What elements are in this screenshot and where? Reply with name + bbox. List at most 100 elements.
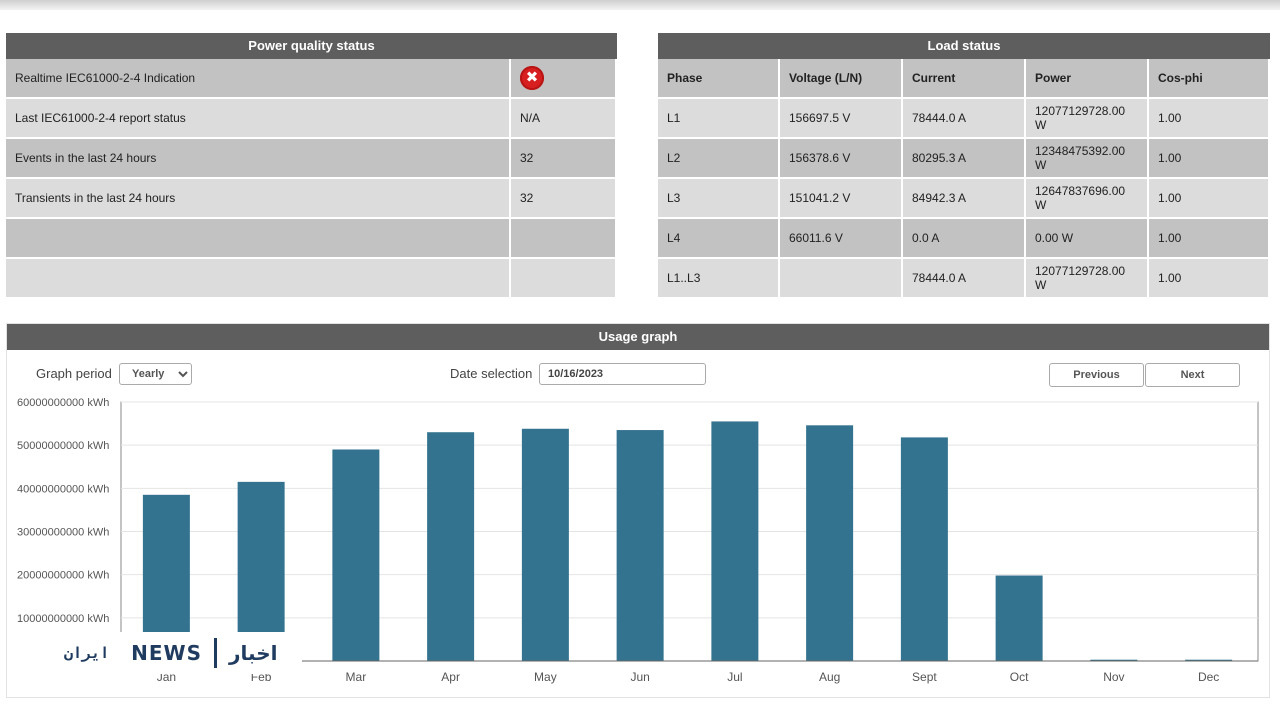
bar [711, 421, 759, 661]
pq-label: Transients in the last 24 hours [6, 179, 511, 219]
load-status-title: Load status [658, 33, 1270, 59]
error-x-icon: ✖ [520, 66, 544, 90]
cell-current: 78444.0 A [903, 99, 1026, 139]
pq-value: ✖ [511, 59, 617, 99]
bar [521, 428, 569, 661]
graph-period-label: Graph period [36, 366, 112, 381]
bar [806, 425, 854, 661]
cell-voltage: 66011.6 V [780, 219, 903, 259]
bar [427, 432, 475, 661]
x-tick-label: Jul [727, 670, 742, 684]
previous-button[interactable]: Previous [1049, 363, 1144, 387]
bar [995, 575, 1043, 661]
pq-label: Realtime IEC61000-2-4 Indication [6, 59, 511, 99]
y-tick-label: 40000000000 kWh [17, 483, 109, 495]
cell-cosphi: 1.00 [1149, 99, 1270, 139]
pq-label [6, 219, 511, 259]
y-tick-label: 30000000000 kWh [17, 527, 109, 539]
table-row: Transients in the last 24 hours 32 [6, 179, 617, 219]
usage-bar-chart: 60000000000 kWh 50000000000 kWh 4000000000… [17, 397, 1259, 684]
x-tick-label: Aug [819, 670, 840, 684]
x-tick-label: Dec [1198, 670, 1219, 684]
x-tick-label: May [534, 670, 557, 684]
table-row: L2 156378.6 V 80295.3 A 12348475392.00 W… [658, 139, 1270, 179]
table-row: L1..L3 78444.0 A 12077129728.00 W 1.00 [658, 259, 1270, 299]
power-quality-table: Realtime IEC61000-2-4 Indication ✖ Last … [6, 59, 617, 299]
col-header-current: Current [903, 59, 1026, 99]
pq-value [511, 259, 617, 299]
cell-current: 78444.0 A [903, 259, 1026, 299]
y-tick-label: 60000000000 kWh [17, 397, 109, 409]
pq-label [6, 259, 511, 299]
x-tick-label: Sept [912, 670, 937, 684]
col-header-power: Power [1026, 59, 1149, 99]
y-tick-label: 20000000000 kWh [17, 570, 109, 582]
date-selection-label: Date selection [450, 366, 533, 381]
bar [332, 449, 380, 661]
table-row: L3 151041.2 V 84942.3 A 12647837696.00 W… [658, 179, 1270, 219]
date-selection-input[interactable] [539, 363, 706, 385]
top-shadow-bar [0, 0, 1280, 10]
cell-voltage: 156378.6 V [780, 139, 903, 179]
watermark-news-text: NEWS [131, 641, 203, 665]
table-row: Events in the last 24 hours 32 [6, 139, 617, 179]
cell-current: 0.0 A [903, 219, 1026, 259]
table-row [6, 219, 617, 259]
next-button[interactable]: Next [1145, 363, 1240, 387]
corner-bracket-left [18, 16, 48, 30]
bar [1090, 659, 1138, 661]
pq-value: 32 [511, 179, 617, 219]
x-tick-label: Oct [1010, 670, 1029, 684]
col-header-phase: Phase [658, 59, 780, 99]
cell-power: 12348475392.00 W [1026, 139, 1149, 179]
x-tick-label: Apr [441, 670, 460, 684]
bar [1185, 659, 1233, 661]
cell-cosphi: 1.00 [1149, 139, 1270, 179]
cell-cosphi: 1.00 [1149, 219, 1270, 259]
cell-power: 12077129728.00 W [1026, 259, 1149, 299]
table-row: Realtime IEC61000-2-4 Indication ✖ [6, 59, 617, 99]
corner-bracket-right [1232, 16, 1262, 30]
usage-graph-panel: Usage graph Graph period Yearly Date sel… [6, 323, 1270, 698]
pq-value: 32 [511, 139, 617, 179]
cell-phase: L1 [658, 99, 780, 139]
news-watermark: ايران NEWS اخبار [52, 632, 302, 674]
cell-phase: L4 [658, 219, 780, 259]
pq-label: Last IEC61000-2-4 report status [6, 99, 511, 139]
cell-power: 12077129728.00 W [1026, 99, 1149, 139]
power-quality-title: Power quality status [6, 33, 617, 59]
power-quality-panel: Power quality status Realtime IEC61000-2… [6, 33, 617, 299]
table-row: L1 156697.5 V 78444.0 A 12077129728.00 W… [658, 99, 1270, 139]
table-header-row: Phase Voltage (L/N) Current Power Cos-ph… [658, 59, 1270, 99]
cell-voltage: 151041.2 V [780, 179, 903, 219]
watermark-logo: ايران [64, 644, 110, 662]
cell-phase: L3 [658, 179, 780, 219]
cell-cosphi: 1.00 [1149, 259, 1270, 299]
y-tick-label: 10000000000 kWh [17, 613, 109, 625]
x-tick-label: Jun [630, 670, 649, 684]
cell-phase: L1..L3 [658, 259, 780, 299]
pq-value: N/A [511, 99, 617, 139]
load-status-panel: Load status Phase Voltage (L/N) Current … [658, 33, 1270, 299]
pq-label: Events in the last 24 hours [6, 139, 511, 179]
col-header-cosphi: Cos-phi [1149, 59, 1270, 99]
cell-phase: L2 [658, 139, 780, 179]
pq-value [511, 219, 617, 259]
table-row: L4 66011.6 V 0.0 A 0.00 W 1.00 [658, 219, 1270, 259]
table-row [6, 259, 617, 299]
watermark-persian-text: اخبار [229, 641, 278, 665]
cell-voltage: 156697.5 V [780, 99, 903, 139]
cell-cosphi: 1.00 [1149, 179, 1270, 219]
x-tick-label: Mar [346, 670, 367, 684]
x-tick-label: Nov [1103, 670, 1124, 684]
cell-power: 12647837696.00 W [1026, 179, 1149, 219]
watermark-divider [214, 638, 218, 668]
graph-period-select[interactable]: Yearly [119, 363, 192, 385]
bar [900, 437, 948, 661]
cell-current: 84942.3 A [903, 179, 1026, 219]
usage-graph-title: Usage graph [7, 324, 1269, 350]
cell-current: 80295.3 A [903, 139, 1026, 179]
load-status-table: Phase Voltage (L/N) Current Power Cos-ph… [658, 59, 1270, 299]
col-header-voltage: Voltage (L/N) [780, 59, 903, 99]
bar [616, 430, 664, 661]
